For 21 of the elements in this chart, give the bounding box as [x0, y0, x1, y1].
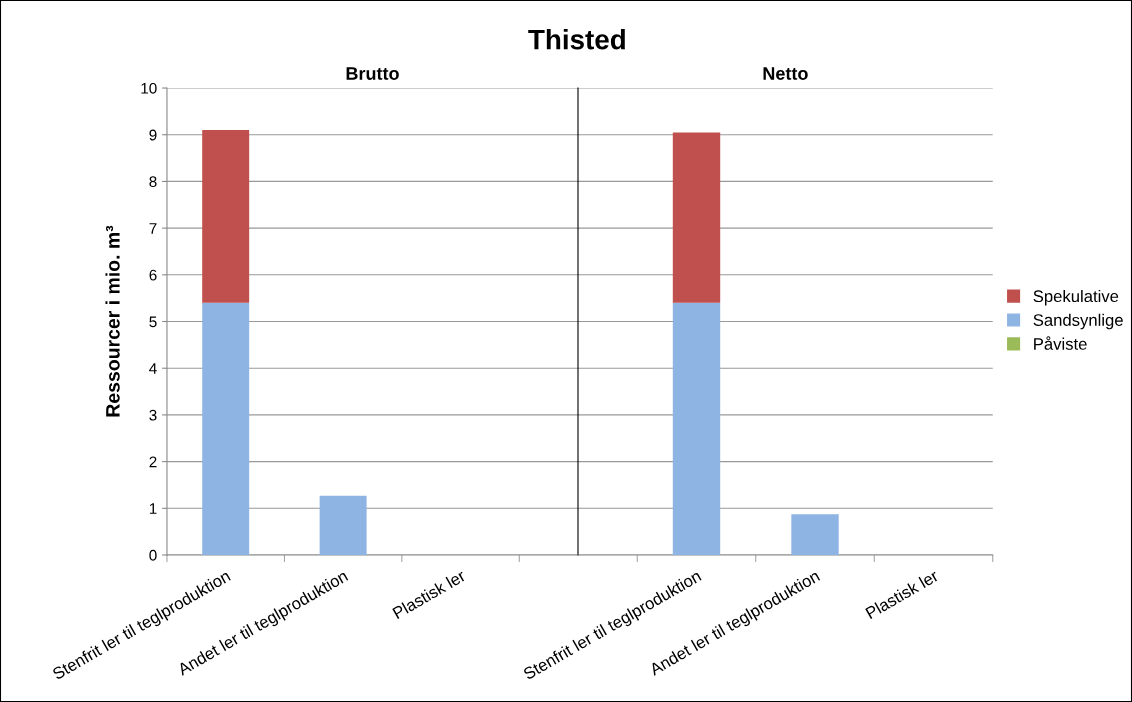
- y-tick-label: 0: [149, 549, 157, 561]
- chart-title: Thisted: [528, 29, 625, 50]
- bar: [319, 495, 367, 555]
- legend-label: Påviste: [1034, 336, 1087, 350]
- y-tick-label: 1: [149, 503, 157, 514]
- y-tick-label: 9: [149, 129, 157, 141]
- bar: [202, 302, 250, 555]
- legend-label: Sandsynlige: [1033, 313, 1123, 330]
- y-tick-label: 3: [149, 409, 157, 421]
- y-tick-label: 7: [149, 223, 157, 234]
- y-tick-label: 2: [149, 456, 157, 468]
- y-tick-label: 5: [149, 316, 157, 328]
- y-axis-title: Ressourcer i mio. m³: [105, 225, 120, 417]
- y-tick-label: 8: [149, 176, 157, 188]
- legend-label: Spekulative: [1033, 289, 1119, 306]
- y-tick-label: 4: [149, 363, 157, 374]
- bar: [202, 130, 250, 303]
- chart-subtitle: Brutto: [346, 67, 399, 80]
- y-tick-label: 6: [149, 269, 157, 281]
- chart-subtitle: Netto: [763, 67, 808, 80]
- y-tick-label: 10: [141, 82, 157, 94]
